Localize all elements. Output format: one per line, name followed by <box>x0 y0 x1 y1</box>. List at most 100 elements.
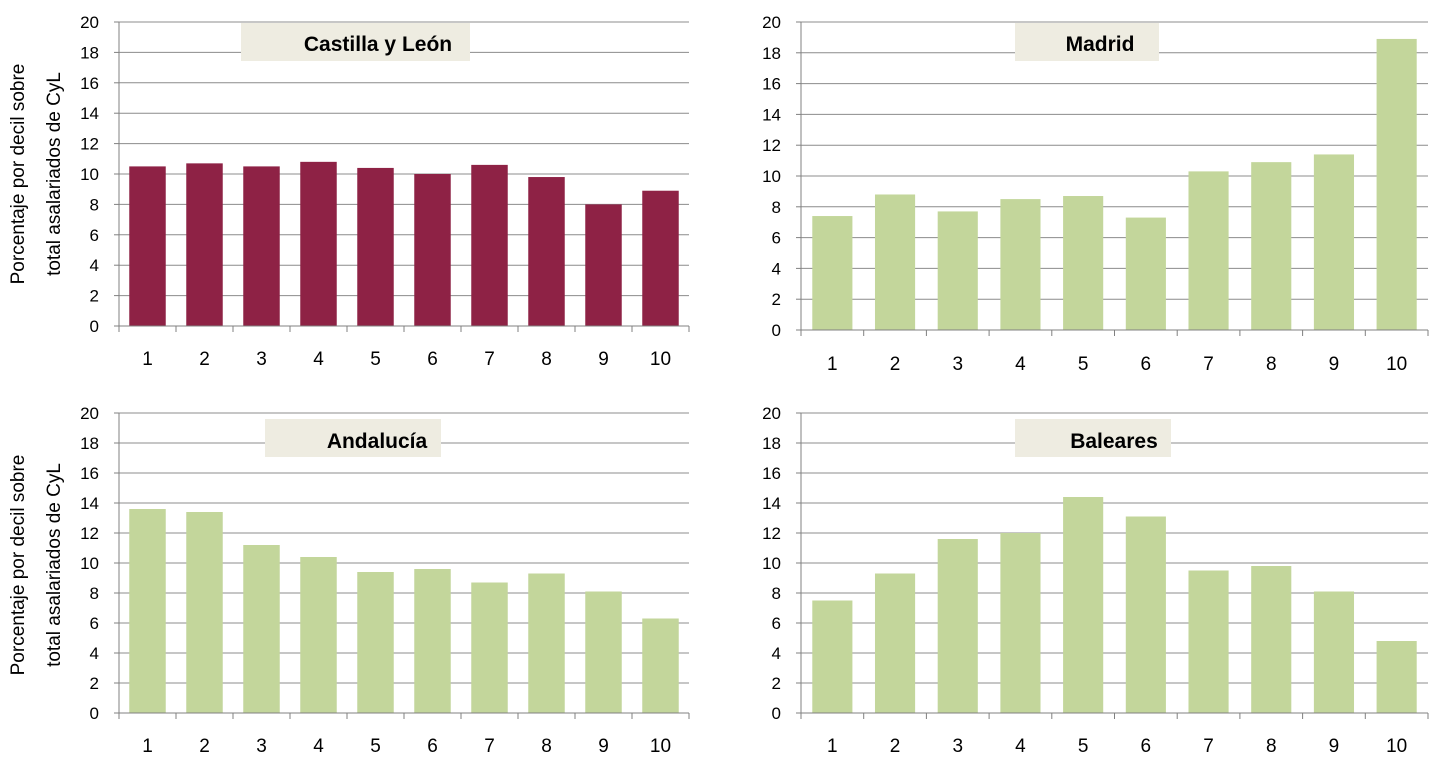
bar-decil-5 <box>357 572 394 713</box>
y-tick-label: 18 <box>762 44 781 63</box>
x-tick-label: 2 <box>199 349 210 370</box>
bar-decil-6 <box>414 569 451 713</box>
x-tick-label: 9 <box>598 736 609 757</box>
y-axis-label: total asalariados de CyL <box>44 72 65 276</box>
bar-decil-7 <box>471 582 508 713</box>
y-tick-label: 0 <box>772 321 781 340</box>
y-tick-label: 16 <box>80 74 99 93</box>
x-tick-label: 9 <box>1329 736 1340 757</box>
x-tick-label: 5 <box>370 736 381 757</box>
y-axis-label: Porcentaje por decil sobre <box>8 64 29 285</box>
bar-decil-1 <box>129 166 166 326</box>
y-axis-label: total asalariados de CyL <box>44 463 65 667</box>
bar-decil-3 <box>243 545 280 713</box>
y-tick-label: 6 <box>90 226 99 245</box>
bar-decil-2 <box>874 573 916 713</box>
y-tick-label: 8 <box>90 584 99 603</box>
chart-title-box <box>1015 419 1171 457</box>
x-tick-label: 6 <box>427 349 438 370</box>
x-tick-label: 6 <box>427 736 438 757</box>
x-tick-label: 2 <box>890 354 901 375</box>
x-tick-label: 8 <box>541 349 552 370</box>
chart-title-box <box>265 419 441 457</box>
bar-decil-4 <box>300 161 337 326</box>
x-tick-label: 9 <box>1329 354 1340 375</box>
x-tick-label: 1 <box>827 354 838 375</box>
y-tick-label: 0 <box>772 704 781 723</box>
y-tick-label: 4 <box>772 259 781 278</box>
x-tick-label: 8 <box>1266 736 1277 757</box>
y-axis-label: Porcentaje por decil sobre <box>8 455 29 676</box>
x-tick-label: 3 <box>952 354 963 375</box>
bar-decil-3 <box>937 211 978 330</box>
x-tick-label: 3 <box>952 736 963 757</box>
bar-decil-2 <box>186 163 223 326</box>
bar-decil-7 <box>1188 171 1229 330</box>
bar-decil-9 <box>585 204 622 326</box>
y-tick-label: 10 <box>762 554 781 573</box>
chart-title: Baleares <box>1070 430 1158 453</box>
y-tick-label: 14 <box>762 494 781 513</box>
y-tick-label: 16 <box>80 464 99 483</box>
x-tick-label: 7 <box>484 736 495 757</box>
y-tick-label: 12 <box>762 524 781 543</box>
y-tick-label: 20 <box>80 13 99 32</box>
chart-title: Castilla y León <box>304 33 452 56</box>
y-tick-label: 20 <box>762 404 781 423</box>
bar-decil-5 <box>1063 497 1104 713</box>
y-tick-label: 16 <box>762 464 781 483</box>
x-tick-label: 8 <box>541 736 552 757</box>
y-tick-label: 20 <box>80 404 99 423</box>
x-tick-label: 4 <box>313 736 324 757</box>
y-tick-label: 16 <box>762 75 781 94</box>
x-tick-label: 10 <box>650 349 671 370</box>
bar-decil-1 <box>812 600 853 713</box>
x-tick-label: 4 <box>1015 354 1026 375</box>
y-tick-label: 6 <box>772 614 781 633</box>
y-tick-label: 14 <box>80 494 99 513</box>
y-tick-label: 8 <box>772 584 781 603</box>
bar-decil-5 <box>1063 196 1104 330</box>
bar-decil-6 <box>414 174 451 326</box>
bar-decil-5 <box>357 167 394 326</box>
bar-decil-8 <box>1251 566 1292 713</box>
bar-decil-9 <box>1313 154 1355 330</box>
x-tick-label: 5 <box>1078 354 1089 375</box>
y-tick-label: 8 <box>772 198 781 217</box>
x-tick-label: 2 <box>199 736 210 757</box>
bar-decil-3 <box>937 539 978 713</box>
y-tick-label: 6 <box>90 614 99 633</box>
y-tick-label: 4 <box>90 644 99 663</box>
bar-decil-4 <box>1000 199 1041 330</box>
bar-decil-10 <box>642 190 679 326</box>
x-tick-label: 10 <box>650 736 671 757</box>
y-tick-label: 12 <box>80 135 99 154</box>
x-tick-label: 2 <box>890 736 901 757</box>
x-tick-label: 7 <box>1203 354 1214 375</box>
y-tick-label: 4 <box>90 256 99 275</box>
x-tick-label: 4 <box>313 349 324 370</box>
y-tick-label: 0 <box>90 704 99 723</box>
x-tick-label: 3 <box>256 349 267 370</box>
bar-decil-1 <box>129 509 166 713</box>
y-tick-label: 2 <box>90 674 99 693</box>
y-tick-label: 2 <box>772 674 781 693</box>
bar-decil-4 <box>1000 533 1041 713</box>
y-tick-label: 18 <box>80 43 99 62</box>
bar-decil-2 <box>186 512 223 713</box>
bar-decil-6 <box>1125 217 1166 330</box>
bar-decil-7 <box>1188 570 1229 713</box>
x-tick-label: 6 <box>1141 736 1152 757</box>
bar-decil-7 <box>471 164 508 326</box>
bar-decil-8 <box>528 573 565 713</box>
chart-title: Madrid <box>1066 33 1135 56</box>
x-tick-label: 7 <box>1203 736 1214 757</box>
bar-decil-4 <box>300 557 337 713</box>
y-tick-label: 18 <box>80 434 99 453</box>
y-tick-label: 2 <box>90 287 99 306</box>
x-tick-label: 5 <box>1078 736 1089 757</box>
x-tick-label: 3 <box>256 736 267 757</box>
